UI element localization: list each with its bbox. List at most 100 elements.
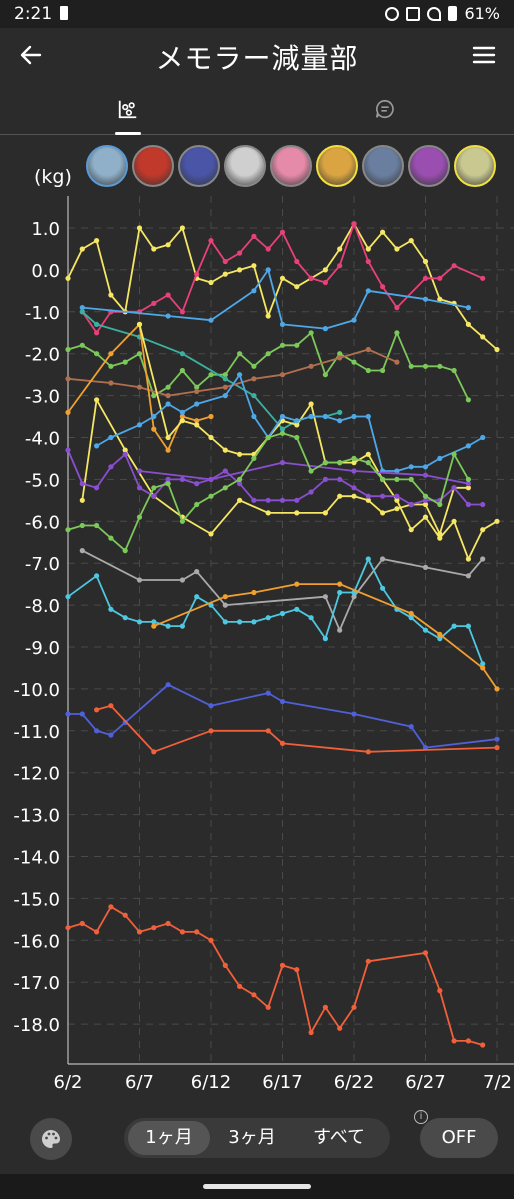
sd-card-icon — [60, 6, 68, 20]
data-point — [136, 619, 143, 625]
data-point — [208, 937, 214, 943]
data-point — [494, 736, 500, 742]
menu-icon[interactable] — [472, 42, 496, 68]
data-point — [94, 485, 100, 491]
data-point — [322, 279, 328, 286]
data-point — [308, 615, 314, 621]
data-point — [194, 422, 200, 428]
page-title: メモラー減量部 — [155, 42, 359, 75]
data-point — [322, 326, 328, 332]
avatar-black-white-art[interactable] — [224, 145, 266, 187]
data-point — [465, 481, 471, 487]
data-point — [422, 497, 429, 503]
data-point — [79, 305, 85, 311]
data-point — [151, 925, 157, 931]
data-point — [451, 518, 457, 524]
data-point — [251, 497, 257, 503]
data-point — [451, 263, 457, 269]
avatar-anime-blue-hair[interactable] — [178, 145, 220, 187]
tab-comments[interactable] — [257, 88, 514, 134]
avatar-landscape[interactable] — [454, 145, 496, 187]
data-point — [337, 493, 343, 499]
data-point — [208, 703, 214, 709]
data-point — [208, 238, 214, 244]
palette-button[interactable] — [30, 1118, 72, 1160]
avatar-pink-characters[interactable] — [270, 145, 312, 187]
range-option-all[interactable]: すべて — [312, 1127, 366, 1148]
avatar-white-character[interactable] — [86, 145, 128, 187]
y-tick-label: -2.0 — [25, 345, 60, 366]
data-point — [108, 732, 114, 738]
data-point — [380, 229, 386, 235]
data-point — [351, 1004, 357, 1010]
data-point — [337, 627, 343, 633]
data-point — [194, 388, 200, 394]
data-point — [422, 472, 429, 478]
data-point — [365, 288, 371, 294]
data-point — [122, 451, 128, 457]
data-point — [337, 418, 343, 424]
data-point — [408, 464, 414, 470]
avatar-helmet-character[interactable] — [362, 145, 404, 187]
data-point — [465, 556, 471, 562]
data-point — [165, 682, 171, 688]
data-point — [394, 493, 400, 499]
data-point — [94, 330, 100, 336]
data-point — [351, 460, 357, 466]
info-icon[interactable]: i — [414, 1110, 428, 1124]
data-point — [94, 397, 100, 403]
avatar-purple-anime[interactable] — [408, 145, 450, 187]
data-point — [451, 1038, 457, 1044]
home-gesture-pill[interactable] — [203, 1184, 311, 1189]
data-point — [308, 468, 314, 474]
off-toggle-button[interactable]: OFF — [420, 1118, 498, 1158]
data-point — [322, 460, 328, 466]
y-tick-label: -8.0 — [25, 596, 60, 617]
data-point — [222, 594, 228, 600]
avatar-anime-girl[interactable] — [132, 145, 174, 187]
data-point — [337, 409, 343, 415]
data-point — [437, 275, 443, 281]
data-point — [480, 434, 486, 441]
data-point — [351, 455, 357, 461]
y-tick-label: -17.0 — [13, 973, 60, 994]
data-point — [94, 728, 100, 734]
x-tick-label: 6/17 — [262, 1072, 302, 1092]
data-point — [465, 443, 471, 449]
data-point — [237, 983, 243, 990]
data-point — [465, 623, 471, 629]
data-point — [351, 468, 357, 474]
data-point — [422, 275, 429, 281]
back-arrow-icon[interactable] — [16, 40, 46, 70]
data-point — [208, 728, 214, 734]
data-point — [65, 925, 71, 931]
data-point — [165, 313, 171, 319]
data-point — [394, 246, 400, 252]
data-point — [237, 619, 243, 625]
data-point — [422, 363, 429, 369]
y-tick-label: -16.0 — [13, 931, 60, 952]
y-tick-label: -6.0 — [25, 512, 60, 533]
data-point — [380, 510, 386, 516]
data-point — [422, 627, 429, 633]
tab-chart[interactable] — [0, 88, 257, 135]
data-point — [422, 464, 429, 470]
y-tick-label: -4.0 — [25, 429, 60, 450]
avatar-burger[interactable] — [316, 145, 358, 187]
data-point — [422, 258, 429, 265]
data-point — [194, 481, 200, 487]
data-point — [151, 413, 157, 420]
x-tick-label: 7/2 — [483, 1072, 512, 1092]
data-point — [294, 418, 300, 424]
data-point — [265, 351, 271, 357]
data-point — [308, 489, 314, 495]
data-point — [94, 238, 100, 244]
data-point — [394, 330, 400, 336]
data-point — [365, 958, 371, 964]
data-point — [136, 422, 143, 428]
data-point — [79, 497, 85, 503]
data-point — [108, 292, 114, 298]
data-point — [237, 351, 243, 357]
range-option-1-month[interactable]: 1ヶ月 — [128, 1121, 210, 1155]
range-option-3-months[interactable]: 3ヶ月 — [228, 1127, 276, 1148]
